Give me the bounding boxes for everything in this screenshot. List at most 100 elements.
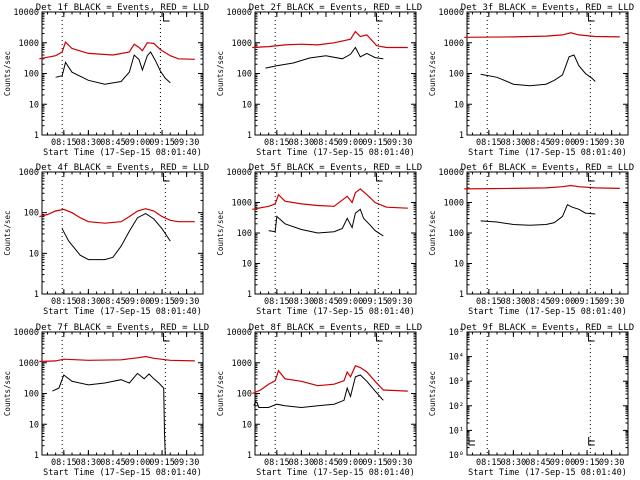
x-tick-label: 09:00 [550,297,576,307]
y-tick-label: 1 [459,131,464,141]
y-tick-label: 10 [454,260,464,270]
y-tick-label: 100 [237,229,252,239]
panel-title: Det 4f BLACK = Events, RED = LLD [36,163,209,173]
lld-series-line [39,208,195,224]
y-axis-label: Counts/sec [428,371,437,416]
y-tick-label: 10000 [13,8,39,18]
plot-frame [466,331,629,456]
x-tick-label: 09:00 [125,297,151,307]
y-tick-label: 10 [29,100,39,110]
x-tick-label: 08:15 [476,458,502,468]
x-axis-label: Start Time (17-Sep-15 08:01:40) [256,307,415,317]
y-axis-label: Counts/sec [3,371,12,416]
y-tick-label: 100 [449,70,464,80]
plot-frame [466,11,629,136]
x-tick-label: 09:15 [362,297,388,307]
flag-marker-icon [588,333,595,342]
events-series-line [52,372,166,456]
y-tick-label: 10 [29,249,39,259]
x-tick-label: 09:15 [362,138,388,148]
panel-title: Det 5f BLACK = Events, RED = LLD [249,163,422,173]
x-tick-label: 08:15 [476,138,502,148]
x-tick-label: 09:30 [174,297,200,307]
events-series-line [61,213,171,261]
x-tick-label: 09:30 [387,138,413,148]
lld-series-line [39,40,195,60]
y-axis-label: Counts/sec [3,51,12,96]
y-tick-label: 1000 [232,39,252,49]
x-tick-label: 08:15 [51,138,77,148]
y-tick-label: 1000 [19,168,39,178]
panel-det-3f: Det 3f BLACK = Events, RED = LLD 1 10 100 10… [428,3,634,158]
x-tick-label: 09:30 [387,458,413,468]
x-tick-label: 09:15 [149,458,175,468]
x-tick-label: 08:45 [313,138,339,148]
bracket-marker-icon [588,437,595,446]
y-tick-label: 100 [24,70,39,80]
panel-det-4f: Det 4f BLACK = Events, RED = LLD 1 10 100 10… [3,163,209,317]
flag-marker-icon [163,13,170,22]
events-series-line [480,204,596,226]
x-tick-label: 09:15 [149,138,175,148]
panel-det-2f: Det 2f BLACK = Events, RED = LLD 1 10 100 10… [216,3,422,158]
x-tick-label: 08:45 [100,458,126,468]
x-tick-label: 08:30 [501,458,527,468]
y-tick-label: 10000 [226,8,252,18]
panel-det-9f: Det 9f BLACK = Events, RED = LLD 10⁰ 10¹ 10… [428,323,634,478]
x-axis-label: Start Time (17-Sep-15 08:01:40) [468,468,627,478]
y-tick-label: 1000 [19,359,39,369]
x-tick-label: 09:00 [125,458,151,468]
x-tick-label: 09:00 [338,458,364,468]
events-series-line [265,46,384,69]
y-tick-label: 10⁴ [449,353,464,363]
flag-marker-icon [376,173,383,182]
plot-frame [41,331,204,456]
x-axis-label: Start Time (17-Sep-15 08:01:40) [256,148,415,158]
panel-title: Det 2f BLACK = Events, RED = LLD [249,3,422,13]
x-tick-label: 08:30 [76,138,102,148]
y-tick-label: 1 [34,131,39,141]
y-tick-label: 1 [247,131,252,141]
events-series-line [253,374,384,409]
y-tick-label: 1000 [444,199,464,209]
x-tick-label: 08:15 [264,297,290,307]
x-tick-label: 08:30 [76,297,102,307]
x-tick-label: 09:00 [338,297,364,307]
flag-marker-icon [376,333,383,342]
panel-det-8f: Det 8f BLACK = Events, RED = LLD 1 10 100 10… [216,323,422,478]
panel-det-5f: Det 5f BLACK = Events, RED = LLD 1 10 100 10… [216,163,422,317]
events-series-line [480,54,596,87]
y-axis-label: Counts/sec [428,51,437,96]
y-tick-label: 1 [247,451,252,461]
plot-frame [41,11,204,136]
x-tick-label: 09:15 [574,458,600,468]
y-axis-label: Counts/sec [3,210,12,255]
x-tick-label: 08:45 [525,458,551,468]
y-tick-label: 100 [24,390,39,400]
flag-marker-icon [588,13,595,22]
lld-series-line [39,355,195,363]
x-axis-label: Start Time (17-Sep-15 08:01:40) [43,468,202,478]
y-tick-label: 10 [242,420,252,430]
y-tick-label: 10² [449,402,464,412]
flag-marker-icon [163,333,170,342]
panel-title: Det 8f BLACK = Events, RED = LLD [249,323,422,333]
lld-series-line [252,30,408,49]
y-tick-label: 10⁰ [449,451,464,461]
y-tick-label: 10000 [226,328,252,338]
x-axis-label: Start Time (17-Sep-15 08:01:40) [43,148,202,158]
y-axis-label: Counts/sec [216,51,225,96]
y-tick-label: 10 [242,100,252,110]
x-axis-label: Start Time (17-Sep-15 08:01:40) [468,148,627,158]
lld-series-line [464,32,620,38]
x-tick-label: 09:30 [599,458,625,468]
x-tick-label: 08:45 [100,138,126,148]
y-tick-label: 10000 [438,8,464,18]
x-tick-label: 09:30 [174,138,200,148]
lld-series-line [464,184,620,190]
y-tick-label: 100 [237,390,252,400]
x-tick-label: 08:45 [525,297,551,307]
events-series-line [55,51,171,85]
x-tick-label: 08:45 [313,297,339,307]
